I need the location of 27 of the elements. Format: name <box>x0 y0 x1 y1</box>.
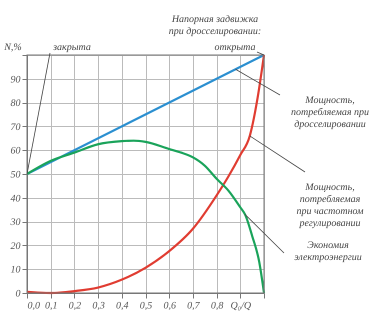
y-tick-label: 30 <box>10 217 20 228</box>
text: Экономия электроэнергии <box>294 240 362 263</box>
text: Мощность, потребляемая при частотном регулировании <box>296 182 364 229</box>
y-tick-label: 60 <box>10 146 20 157</box>
y-axis-title: N,% <box>3 42 22 53</box>
y-tick-label: 70 <box>10 122 20 133</box>
x-tick-label: 0,6 <box>163 300 176 312</box>
y-tick-label: 80 <box>10 98 20 110</box>
annotation: закрыта <box>52 42 91 53</box>
y-tick-label: 10 <box>10 264 20 276</box>
y-tick-label: 40 <box>10 193 20 204</box>
x-tick-label: 0,3 <box>92 300 105 312</box>
annotation: открыта <box>214 42 256 53</box>
y-tick-label: 20 <box>10 240 20 252</box>
x-tick-label: 0,4 <box>116 300 129 312</box>
x-tick-label: Q₀/Q <box>230 300 252 312</box>
chart-title: Напорная задвижка при дросселировании: <box>168 14 262 37</box>
x-tick-label: 0,2 <box>68 300 82 312</box>
y-tick-label: 0 <box>16 288 20 300</box>
x-tick-label: 0,0 <box>28 300 40 312</box>
x-tick-label: 0,5 <box>140 300 152 312</box>
x-tick-label: 0,7 <box>187 300 201 312</box>
x-tick-label: 0,1 <box>44 300 58 312</box>
text: Мощность, потребляемая при дросселировании <box>290 95 370 130</box>
y-tick-label: 90 <box>10 74 20 86</box>
x-tick-label: 0,8 <box>210 300 224 312</box>
y-tick-label: 50 <box>10 170 20 180</box>
